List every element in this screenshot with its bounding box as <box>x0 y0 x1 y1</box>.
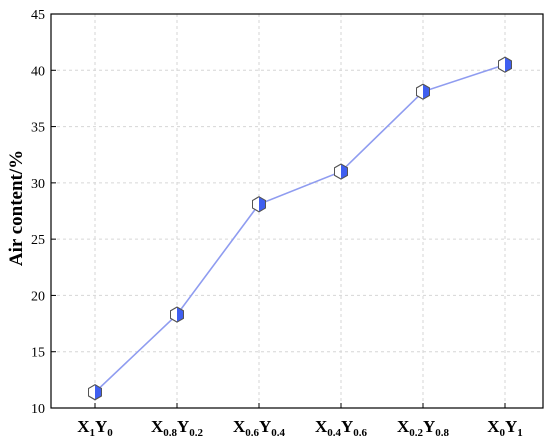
series-layer <box>88 56 512 401</box>
marker-half-fill <box>177 307 184 323</box>
x-tick-label: X1Y0 <box>77 417 113 439</box>
y-tick-label: 30 <box>31 177 45 192</box>
marker-outline <box>252 196 266 213</box>
data-point-marker <box>88 384 102 401</box>
x-tick-label: X0.8Y0.2 <box>151 417 204 439</box>
label-layer: 10 15 20 25 30 35 40 45 X1Y0 X0.8Y0.2 X0.6Y0.4 X0.4… <box>31 8 523 439</box>
marker-half-fill <box>95 384 102 400</box>
marker-half-fill <box>423 84 430 100</box>
data-point-marker <box>334 163 348 180</box>
data-point-marker <box>498 56 512 73</box>
grid-layer <box>51 14 543 408</box>
y-tick-label: 25 <box>31 233 45 248</box>
axes-layer <box>50 13 544 409</box>
marker-outline <box>498 56 512 73</box>
marker-outline <box>334 163 348 180</box>
data-point-marker <box>416 83 430 100</box>
series-line <box>94 63 506 393</box>
data-point-marker <box>170 306 184 323</box>
y-tick-label: 45 <box>31 8 45 23</box>
y-tick-label: 15 <box>31 346 45 361</box>
x-tick-label: X0.4Y0.6 <box>315 417 368 439</box>
y-tick-label: 10 <box>31 402 45 417</box>
x-tick-label: X0Y1 <box>487 417 523 439</box>
marker-outline <box>416 83 430 100</box>
y-tick-label: 40 <box>31 64 45 79</box>
x-tick-label: X0.6Y0.4 <box>233 417 286 439</box>
marker-outline <box>170 306 184 323</box>
data-point-marker <box>252 196 266 213</box>
x-tick-label: X0.2Y0.8 <box>397 417 450 439</box>
marker-half-fill <box>259 196 266 212</box>
marker-half-fill <box>505 57 512 73</box>
y-tick-label: 35 <box>31 121 45 136</box>
y-axis-title: Air content/% <box>6 150 27 266</box>
y-tick-label: 20 <box>31 289 45 304</box>
plot-frame <box>50 13 544 409</box>
marker-half-fill <box>341 164 348 180</box>
marker-outline <box>88 384 102 401</box>
